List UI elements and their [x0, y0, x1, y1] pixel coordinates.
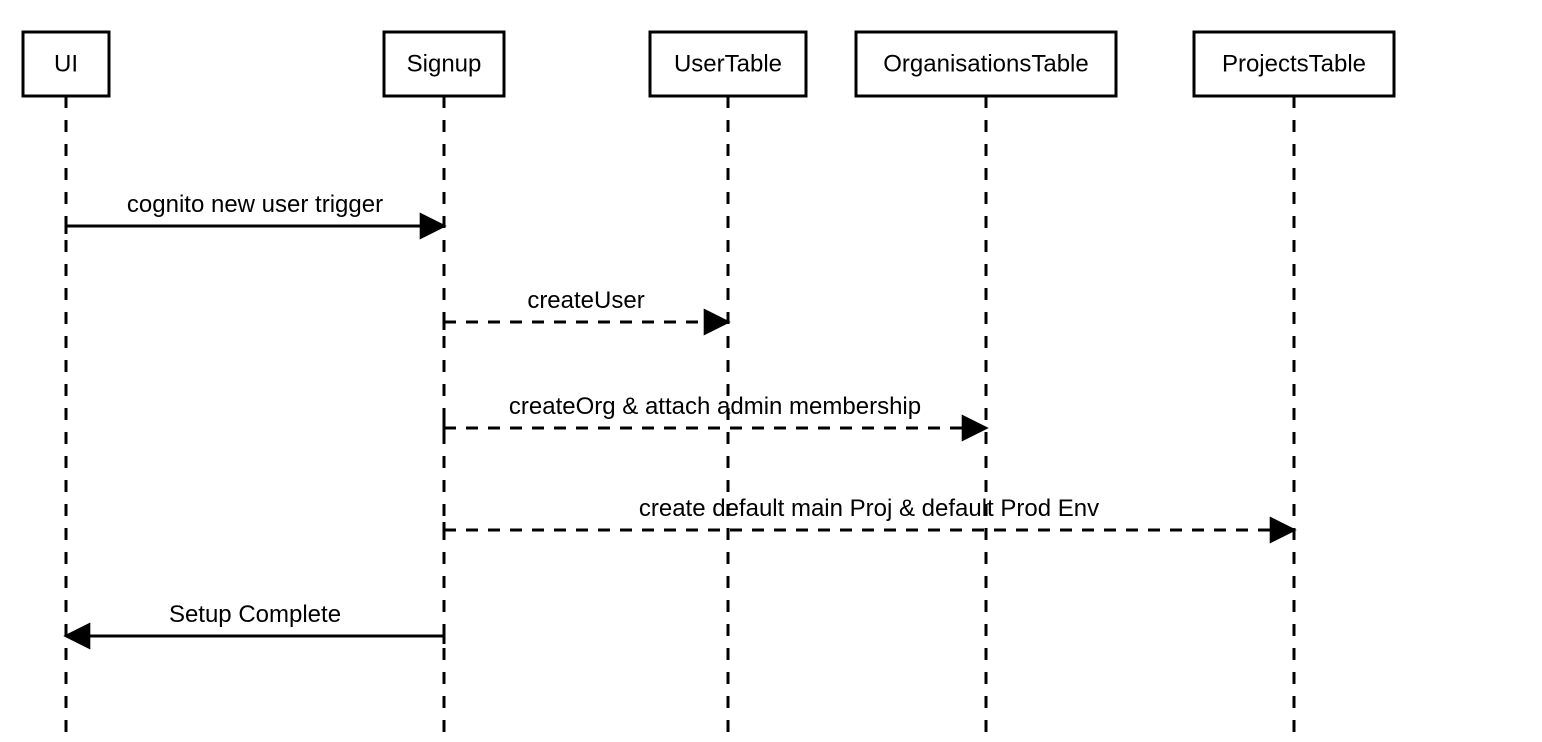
message-label-0: cognito new user trigger	[127, 191, 383, 218]
actor-label-ui: UI	[54, 50, 78, 77]
sequence-diagram: cognito new user trigger createUser create…	[0, 0, 1542, 742]
message-label-2: createOrg & attach admin membership	[509, 393, 921, 420]
actor-label-signup: Signup	[407, 50, 482, 77]
message-label-1: createUser	[527, 287, 644, 314]
message-label-3: create default main Proj & default Prod …	[639, 495, 1099, 522]
actor-label-usertbl: UserTable	[674, 50, 782, 77]
message-label-4: Setup Complete	[169, 601, 341, 628]
actor-label-orgtbl: OrganisationsTable	[883, 50, 1088, 77]
actor-label-projtbl: ProjectsTable	[1222, 50, 1366, 77]
